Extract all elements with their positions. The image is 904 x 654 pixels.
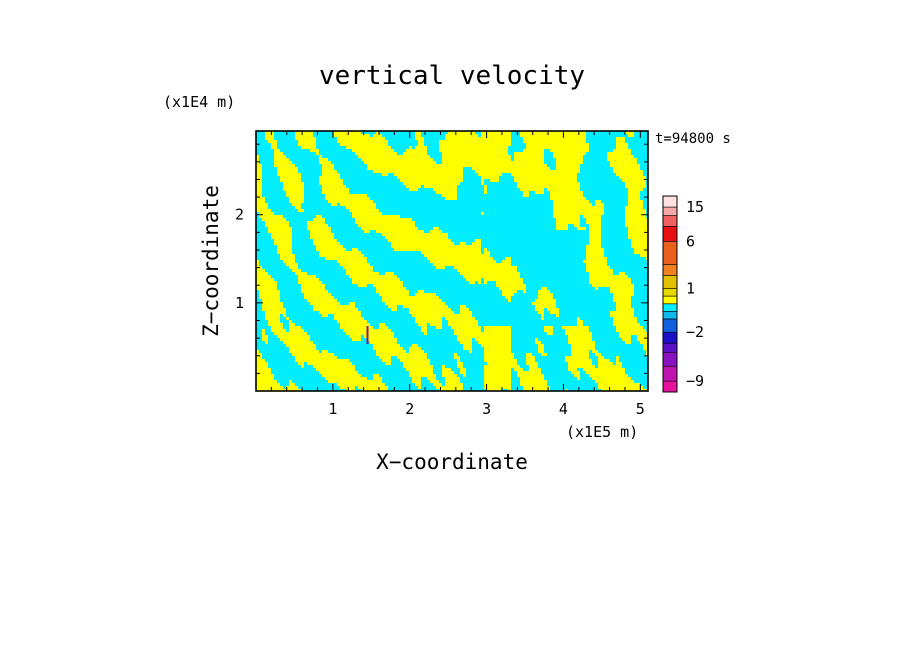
colorbar-swatch [662,295,678,305]
x-axis-label: X−coordinate [376,450,528,474]
colorbar-frame [662,195,678,393]
colorbar-labels: 15 6 1 −2 −9 [686,198,704,390]
colorbar [662,195,678,393]
colorbar-swatch [662,311,678,320]
colorbar-swatch [662,351,678,367]
colorbar-swatch [662,275,678,289]
colorbar-swatch [662,318,678,333]
x-tick-labels: 1 2 3 4 5 [328,400,644,418]
colorbar-label: 15 [686,198,704,216]
y-unit-label: (x1E4 m) [163,93,235,111]
positive-velocity-region [256,131,648,391]
colorbar-swatch [662,342,678,353]
x-unit-label: (x1E5 m) [566,423,638,441]
colorbar-label: 1 [686,280,695,298]
colorbar-swatch [662,264,678,276]
colorbar-swatch [662,303,678,312]
colorbar-swatch [662,365,678,382]
x-tick-label: 4 [559,400,568,418]
colorbar-label: −9 [686,372,704,390]
colorbar-swatch [662,206,678,216]
colorbar-swatch [662,380,678,393]
y-tick-label: 2 [235,206,244,224]
colorbar-swatch [662,288,678,297]
y-tick-label: 1 [235,294,244,312]
colorbar-swatch [662,195,678,208]
y-axis-label: Z−coordinate [199,185,223,337]
time-label: t=94800 s [655,131,731,147]
velocity-field [256,131,648,391]
colorbar-swatch [662,331,678,344]
chart-title: vertical velocity [319,61,585,91]
x-tick-label: 5 [636,400,645,418]
colorbar-swatch [662,226,678,242]
y-tick-labels: 12 [235,206,244,312]
x-tick-label: 2 [405,400,414,418]
colorbar-label: −2 [686,323,704,341]
x-tick-label: 3 [482,400,491,418]
colorbar-label: 6 [686,232,695,250]
colorbar-swatch [662,241,678,265]
x-tick-label: 1 [328,400,337,418]
colorbar-swatch [662,215,678,227]
plot-frame [255,130,649,392]
